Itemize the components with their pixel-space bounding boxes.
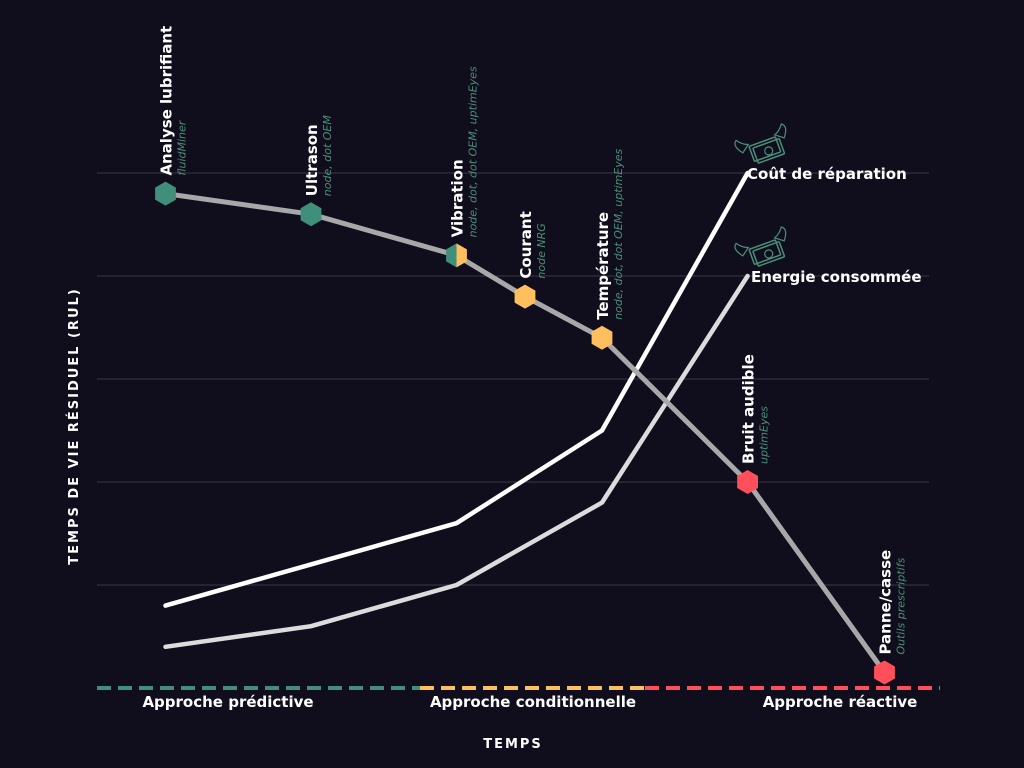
money-with-wings-icon	[734, 123, 787, 164]
legend-entry-cout: Coût de réparation	[734, 123, 907, 183]
marker-2: Vibration node, dot, dot OEM, uptimEyes	[446, 66, 480, 268]
marker-sublabel: uptimEyes	[758, 406, 771, 464]
marker-hex	[874, 660, 895, 685]
marker-0: Analyse lubrifiant fluidMiner	[155, 26, 188, 206]
marker-sublabel: Outils prescriptifs	[895, 557, 908, 654]
marker-hex	[155, 181, 176, 206]
series-line-energie	[163, 273, 750, 650]
marker-label: Panne/casse	[877, 550, 895, 655]
marker-label: Température	[594, 212, 612, 320]
marker-label: Ultrason	[303, 124, 321, 196]
marker-hex	[514, 284, 536, 309]
marker-hex	[591, 325, 613, 350]
marker-3: Courant node NRG	[514, 211, 548, 309]
approach-predictive-label: Approche prédictive	[142, 693, 313, 711]
legend-label: Coût de réparation	[747, 165, 907, 183]
marker-sublabel: fluidMiner	[175, 119, 188, 175]
legend-entry-energie: Energie consommée	[734, 226, 922, 286]
grid-lines	[97, 172, 929, 586]
marker-5: Bruit audible uptimEyes	[737, 354, 771, 494]
legend-label: Energie consommée	[751, 268, 922, 286]
series-line-cout	[163, 170, 750, 608]
legend: Coût de réparation Energie consommée	[734, 123, 922, 286]
marker-hex	[300, 202, 322, 227]
marker-6: Panne/casse Outils prescriptifs	[874, 550, 908, 685]
marker-sublabel: node, dot OEM	[321, 115, 334, 197]
marker-label: Courant	[517, 211, 535, 278]
approach-reactive-label: Approche réactive	[763, 693, 918, 711]
approach-conditional-label: Approche conditionnelle	[430, 693, 636, 711]
markers: Analyse lubrifiant fluidMiner Ultrason node…	[155, 26, 908, 685]
marker-4: Température node, dot, dot OEM, uptimEyes	[591, 148, 625, 350]
marker-sublabel: node NRG	[535, 223, 548, 278]
marker-hex-left	[446, 243, 457, 268]
money-with-wings-icon	[734, 226, 787, 267]
marker-hex-right	[456, 243, 467, 268]
marker-sublabel: node, dot, dot OEM, uptimEyes	[612, 148, 625, 319]
marker-sublabel: node, dot, dot OEM, uptimEyes	[467, 66, 480, 237]
y-axis-label: TEMPS DE VIE RÉSIDUEL (RUL)	[66, 287, 82, 564]
marker-label: Analyse lubrifiant	[157, 26, 175, 176]
x-axis-label: TEMPS	[483, 737, 543, 752]
marker-label: Vibration	[449, 159, 467, 237]
marker-label: Bruit audible	[740, 354, 758, 464]
marker-1: Ultrason node, dot OEM	[300, 115, 334, 227]
marker-hex	[737, 470, 758, 494]
